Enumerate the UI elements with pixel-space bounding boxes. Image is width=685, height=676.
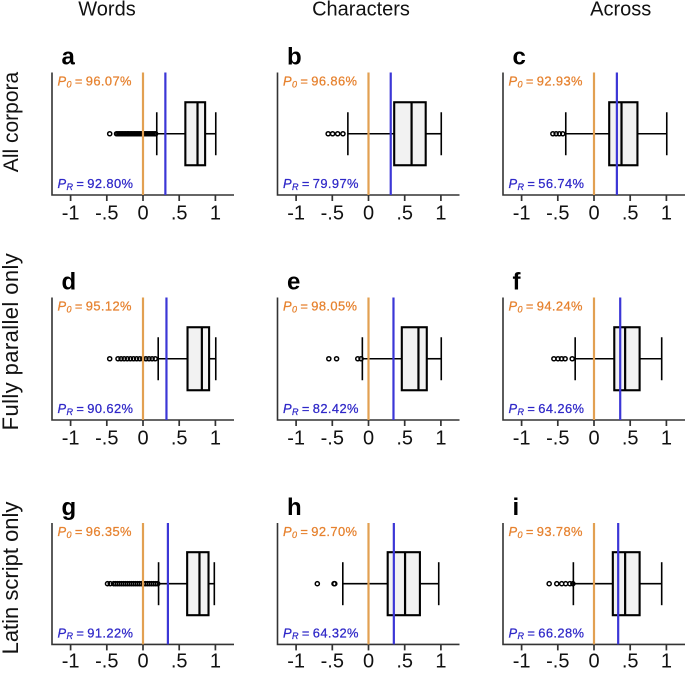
svg-text:PR = 79.97%: PR = 79.97% xyxy=(283,176,359,192)
svg-text:-.5: -.5 xyxy=(95,202,118,224)
svg-text:0: 0 xyxy=(363,650,374,671)
svg-text:1: 1 xyxy=(435,427,446,449)
svg-text:0: 0 xyxy=(363,202,374,224)
svg-text:-.5: -.5 xyxy=(546,650,569,671)
svg-text:i: i xyxy=(513,494,520,521)
svg-text:P0 = 92.93%: P0 = 92.93% xyxy=(509,74,583,90)
svg-text:-.5: -.5 xyxy=(321,202,344,224)
svg-text:Latin script only: Latin script only xyxy=(0,502,23,655)
svg-text:-.5: -.5 xyxy=(95,427,118,449)
svg-text:-.5: -.5 xyxy=(546,427,569,449)
svg-text:1: 1 xyxy=(435,650,446,671)
svg-text:Characters: Characters xyxy=(312,0,410,21)
svg-text:P0 = 92.70%: P0 = 92.70% xyxy=(283,524,357,540)
svg-text:e: e xyxy=(287,269,300,296)
svg-text:P0 = 96.86%: P0 = 96.86% xyxy=(283,74,357,90)
svg-text:PR = 92.80%: PR = 92.80% xyxy=(58,176,134,192)
svg-text:.5: .5 xyxy=(396,427,413,449)
svg-text:.5: .5 xyxy=(622,650,639,671)
svg-text:-1: -1 xyxy=(62,650,80,671)
svg-text:1: 1 xyxy=(210,202,221,224)
svg-text:0: 0 xyxy=(588,202,599,224)
svg-text:0: 0 xyxy=(137,427,148,449)
svg-text:-1: -1 xyxy=(287,650,305,671)
svg-text:P0 = 93.78%: P0 = 93.78% xyxy=(509,524,583,540)
svg-text:-1: -1 xyxy=(287,202,305,224)
svg-text:P0 = 94.24%: P0 = 94.24% xyxy=(509,299,583,315)
svg-text:0: 0 xyxy=(137,202,148,224)
svg-text:-1: -1 xyxy=(287,427,305,449)
svg-text:-1: -1 xyxy=(513,650,531,671)
svg-text:1: 1 xyxy=(661,650,672,671)
svg-text:P0 = 98.05%: P0 = 98.05% xyxy=(283,299,357,315)
svg-text:All corpora: All corpora xyxy=(0,71,23,172)
svg-text:Words: Words xyxy=(78,0,135,21)
svg-text:P0 = 95.12%: P0 = 95.12% xyxy=(58,299,132,315)
svg-text:-.5: -.5 xyxy=(95,650,118,671)
svg-text:.5: .5 xyxy=(396,650,413,671)
svg-text:b: b xyxy=(287,44,302,71)
svg-text:-.5: -.5 xyxy=(546,202,569,224)
svg-text:.5: .5 xyxy=(171,202,188,224)
svg-text:Fully parallel only: Fully parallel only xyxy=(0,253,23,431)
svg-text:.5: .5 xyxy=(171,650,188,671)
svg-text:0: 0 xyxy=(588,427,599,449)
svg-text:0: 0 xyxy=(363,427,374,449)
svg-text:PR = 90.62%: PR = 90.62% xyxy=(58,401,134,417)
svg-text:1: 1 xyxy=(210,650,221,671)
svg-text:d: d xyxy=(62,269,77,296)
svg-text:-1: -1 xyxy=(62,427,80,449)
svg-text:f: f xyxy=(513,269,522,296)
svg-text:1: 1 xyxy=(435,202,446,224)
svg-text:1: 1 xyxy=(661,427,672,449)
svg-text:.5: .5 xyxy=(396,202,413,224)
svg-text:P0 = 96.35%: P0 = 96.35% xyxy=(58,524,132,540)
svg-text:1: 1 xyxy=(661,202,672,224)
svg-text:-1: -1 xyxy=(513,427,531,449)
svg-text:1: 1 xyxy=(210,427,221,449)
svg-text:Across: Across xyxy=(590,0,651,21)
svg-text:.5: .5 xyxy=(171,427,188,449)
svg-text:-1: -1 xyxy=(62,202,80,224)
svg-text:.5: .5 xyxy=(622,202,639,224)
svg-text:.5: .5 xyxy=(622,427,639,449)
svg-text:PR = 64.32%: PR = 64.32% xyxy=(283,625,359,641)
svg-text:-.5: -.5 xyxy=(321,650,344,671)
svg-text:P0 = 96.07%: P0 = 96.07% xyxy=(58,74,132,90)
svg-text:c: c xyxy=(513,44,526,71)
svg-text:PR = 91.22%: PR = 91.22% xyxy=(58,625,134,641)
svg-text:a: a xyxy=(62,44,76,71)
svg-text:PR = 64.26%: PR = 64.26% xyxy=(509,401,585,417)
svg-text:h: h xyxy=(287,494,302,521)
svg-text:-1: -1 xyxy=(513,202,531,224)
svg-text:PR = 66.28%: PR = 66.28% xyxy=(509,625,585,641)
svg-text:PR = 82.42%: PR = 82.42% xyxy=(283,401,359,417)
svg-text:PR = 56.74%: PR = 56.74% xyxy=(509,176,585,192)
svg-text:g: g xyxy=(62,494,77,521)
svg-text:-.5: -.5 xyxy=(321,427,344,449)
svg-text:0: 0 xyxy=(137,650,148,671)
svg-text:0: 0 xyxy=(588,650,599,671)
